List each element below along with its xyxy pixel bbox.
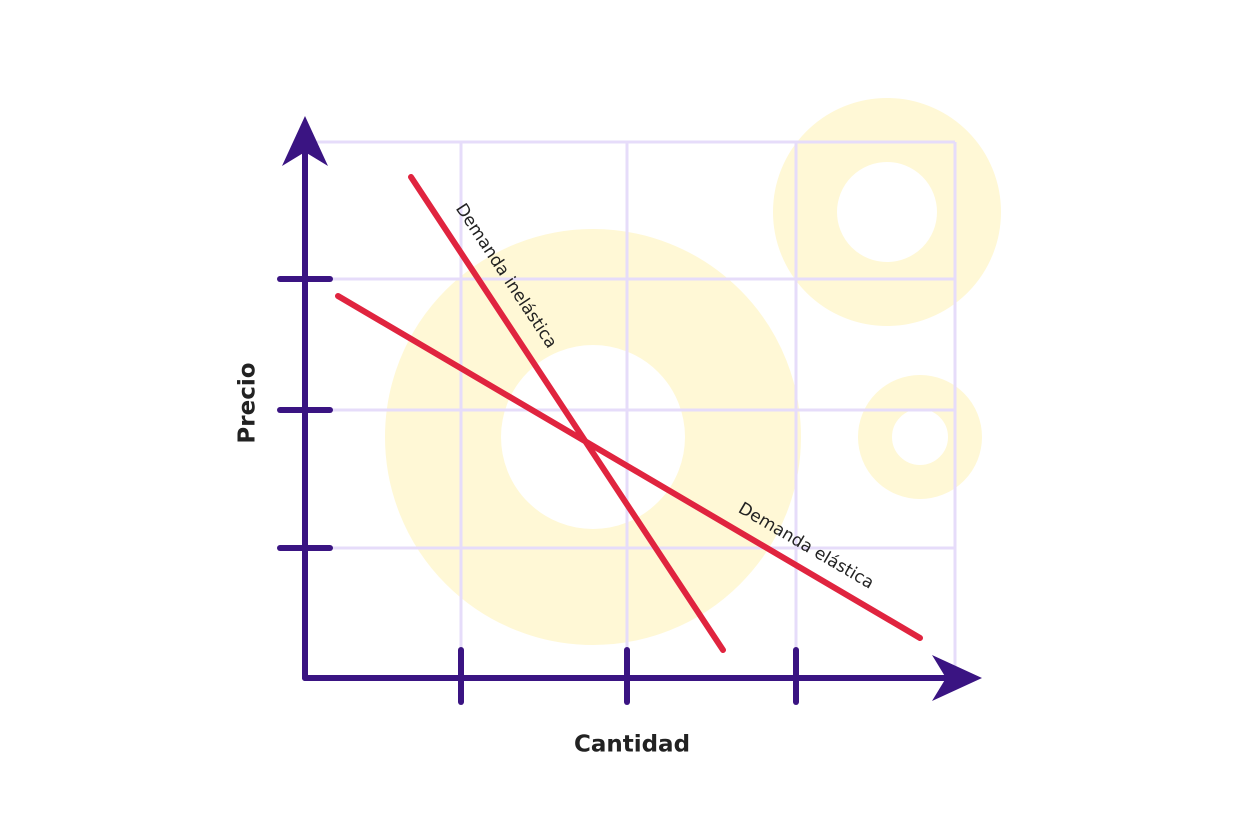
inelastic-curve	[408, 174, 726, 653]
ring	[773, 98, 1001, 326]
x-axis-label: Cantidad	[574, 732, 690, 758]
grid	[305, 140, 957, 678]
ring	[385, 229, 801, 645]
axes	[277, 147, 953, 705]
decorations	[385, 98, 1001, 645]
elastic-curve	[335, 293, 923, 641]
y-axis-label: Precio	[235, 362, 261, 443]
x-arrow	[932, 655, 982, 701]
y-arrow	[282, 116, 328, 166]
ring	[858, 375, 982, 499]
